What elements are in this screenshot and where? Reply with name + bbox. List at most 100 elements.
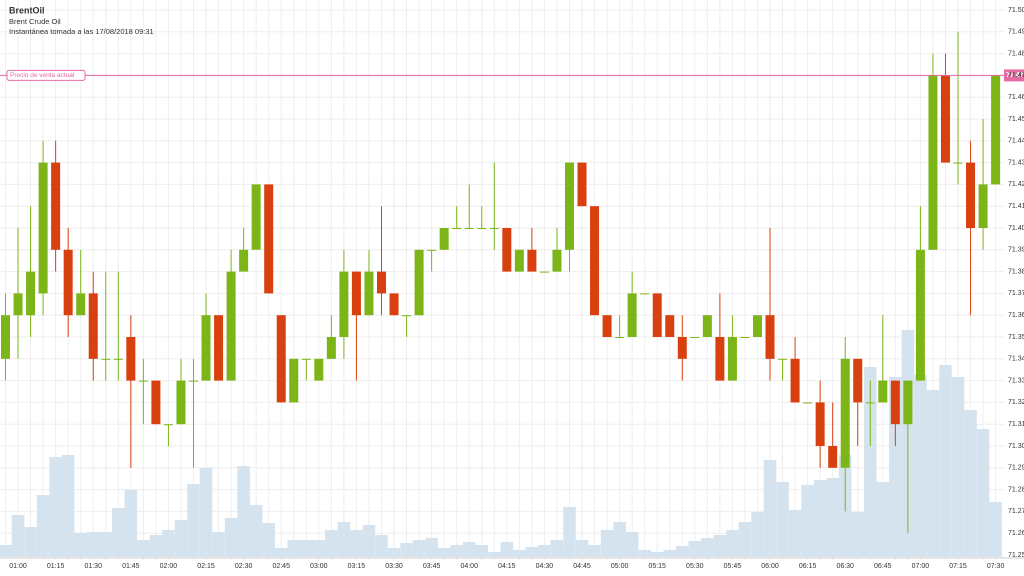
candle-body [414, 249, 424, 316]
y-tick-label: 71.33 [1008, 377, 1024, 384]
volume-bar [538, 545, 551, 557]
candle-body [163, 424, 173, 426]
candle-body [138, 380, 148, 382]
x-tick-label: 02:30 [235, 563, 253, 570]
x-tick-label: 05:00 [611, 563, 629, 570]
volume-bar [726, 530, 739, 557]
volume-bar [212, 532, 225, 557]
volume-bar [74, 533, 87, 557]
candle-body [38, 162, 48, 294]
candle-body [552, 249, 562, 272]
y-tick-label: 71.32 [1008, 399, 1024, 406]
candle-body [627, 293, 637, 337]
x-tick-label: 06:15 [799, 563, 817, 570]
x-tick-label: 05:30 [686, 563, 704, 570]
candle-body [690, 337, 700, 338]
candle-body [188, 380, 198, 382]
candle-body [803, 402, 813, 404]
volume-bar [149, 535, 163, 557]
candle-body [1, 315, 10, 359]
candle-body [715, 337, 725, 381]
candle-body [314, 358, 324, 381]
chart-subtitle: Brent Crude Oil [9, 17, 61, 26]
candle-body [477, 228, 487, 229]
candle-body [828, 446, 838, 468]
candle-body [652, 293, 662, 337]
candle-body [502, 228, 512, 272]
candle-body [640, 293, 650, 295]
chart-title: BrentOil [9, 5, 45, 15]
volume-bar [588, 545, 601, 557]
overlay: Precio de venta actual 71.47 [0, 69, 1024, 82]
y-tick-label: 71.30 [1008, 443, 1024, 450]
candle-body [615, 337, 625, 338]
volume-bar [964, 410, 977, 557]
volume-bar [274, 548, 288, 557]
candle-body [878, 380, 888, 403]
candle-body [26, 271, 36, 316]
y-tick-label: 71.48 [1008, 50, 1024, 57]
volume-bar [625, 532, 639, 557]
x-tick-label: 02:45 [272, 563, 290, 570]
y-tick-label: 71.43 [1008, 159, 1024, 166]
y-tick-label: 71.39 [1008, 247, 1024, 254]
candle-body [113, 358, 123, 360]
volume-bar [763, 460, 777, 557]
y-tick-label: 71.34 [1008, 356, 1024, 363]
volume-bar [262, 523, 275, 557]
volume-bar [475, 545, 489, 557]
candle-body [364, 271, 374, 316]
candle-body [890, 380, 900, 425]
candle-body [740, 337, 750, 338]
candle-body [289, 358, 299, 403]
candle-body [815, 402, 825, 446]
candle-body [427, 249, 437, 251]
x-tick-label: 03:00 [310, 563, 328, 570]
candle-body [402, 315, 412, 317]
volume-bar [0, 545, 12, 557]
candle-body [702, 315, 712, 337]
y-tick-label: 71.36 [1008, 312, 1024, 319]
x-tick-label: 07:30 [987, 563, 1005, 570]
candle-body [201, 315, 211, 381]
x-tick-label: 04:15 [498, 563, 516, 570]
volume-bar [425, 538, 438, 557]
volume-bar [488, 552, 501, 557]
volume-bar [375, 535, 388, 557]
candle-body [239, 249, 249, 272]
volume-bar [713, 535, 727, 557]
x-tick-label: 06:30 [836, 563, 854, 570]
candle-body [940, 75, 950, 163]
candle-body [928, 75, 938, 250]
y-tick-label: 71.35 [1008, 334, 1024, 341]
volume-bar [325, 530, 338, 557]
volume-bar [976, 429, 990, 557]
x-tick-label: 05:45 [724, 563, 742, 570]
volume-bar [400, 543, 413, 557]
candle-body [966, 162, 976, 228]
volume-bar [412, 540, 426, 557]
candle-body [276, 315, 286, 403]
volume-bar [337, 522, 351, 557]
x-tick-label: 06:00 [761, 563, 779, 570]
candle-body [251, 184, 261, 250]
y-tick-label: 71.28 [1008, 486, 1024, 493]
candle-body [527, 249, 537, 272]
volume-bar [688, 541, 702, 557]
candle-body [452, 228, 462, 229]
x-tick-label: 04:45 [573, 563, 591, 570]
x-tick-label: 07:00 [912, 563, 930, 570]
volume-bar [826, 478, 839, 557]
volume-bar [600, 530, 614, 557]
volume-bar [249, 505, 263, 557]
volume-bar [99, 532, 113, 557]
volume-bar [300, 540, 313, 557]
y-tick-label: 71.47 [1008, 72, 1024, 79]
candle-body [765, 315, 775, 359]
volume-bar [939, 365, 952, 557]
x-tick-label: 04:30 [536, 563, 554, 570]
y-tick-label: 71.29 [1008, 465, 1024, 472]
y-tick-label: 71.41 [1008, 203, 1024, 210]
candle-body [727, 337, 737, 381]
